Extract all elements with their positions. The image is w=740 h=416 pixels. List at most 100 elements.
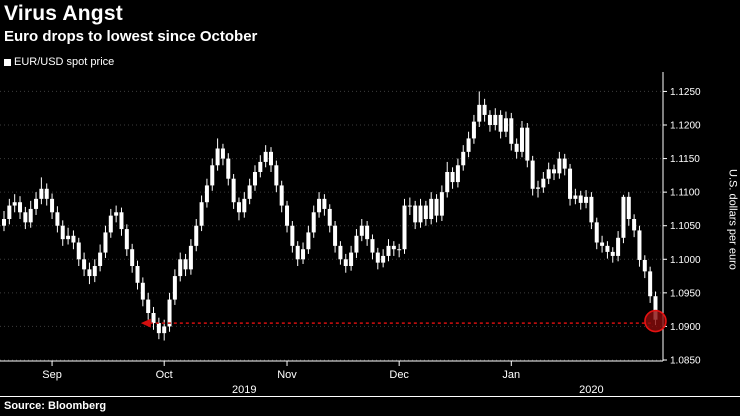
candle-body (530, 160, 535, 189)
chart-subtitle: Euro drops to lowest since October (4, 28, 258, 45)
candle-body (338, 245, 343, 260)
candle-body (183, 259, 188, 270)
candle-body (87, 269, 92, 277)
y-tick-label: 1.1100 (670, 188, 700, 199)
candle-body (423, 205, 428, 219)
candle-body (333, 225, 338, 246)
candle-body (455, 165, 460, 183)
candle-body (76, 242, 81, 260)
candle-body (536, 187, 540, 189)
candle-body (541, 178, 546, 188)
candle-body (605, 245, 610, 252)
candle-body (477, 104, 482, 122)
candlesticks (2, 91, 658, 341)
candle-body (279, 185, 284, 206)
candle-body (301, 249, 306, 260)
candle-body (375, 252, 380, 263)
candle-body (269, 151, 273, 166)
candle-body (98, 252, 103, 266)
candle-body (242, 198, 247, 213)
y-tick-label: 1.0850 (670, 356, 701, 367)
candle-body (386, 245, 391, 256)
legend-swatch-icon (4, 58, 11, 66)
legend: EUR/USD spot price (4, 56, 114, 68)
candle-body (637, 230, 642, 260)
candle-body (12, 202, 17, 206)
footer: Source: Bloomberg (0, 396, 740, 412)
candle-body (7, 205, 12, 219)
candle-body (178, 259, 183, 277)
candle-body (306, 232, 311, 250)
candle-body (2, 219, 6, 226)
candle-body (487, 114, 492, 125)
candle-body (509, 118, 514, 144)
candle-body (370, 239, 375, 253)
candle-body (311, 212, 316, 233)
candle-body (600, 242, 605, 246)
candle-body (413, 205, 418, 223)
candle-body (573, 195, 578, 199)
candle-body (552, 169, 557, 174)
y-tick-label: 1.0900 (670, 322, 701, 333)
candle-body (263, 151, 268, 162)
candle-body (621, 196, 626, 238)
y-tick-label: 1.1200 (670, 121, 701, 132)
candle-body (162, 326, 167, 334)
candle-body (103, 232, 108, 253)
candle-body (124, 229, 129, 250)
candle-body (167, 299, 172, 327)
candle-body (199, 202, 204, 226)
x-tick-label: Dec (389, 369, 409, 381)
candle-body (568, 168, 573, 199)
candle-body (108, 215, 113, 233)
candle-body (44, 188, 49, 199)
candle-body (578, 195, 583, 203)
candle-body (359, 225, 364, 236)
candle-body (584, 196, 589, 203)
candle-body (28, 208, 33, 223)
candle-body (365, 225, 370, 240)
y-tick-label: 1.1250 (670, 87, 701, 98)
candle-body (274, 165, 279, 186)
candle-body (466, 138, 471, 152)
candle-body (610, 251, 615, 256)
candle-body (220, 148, 225, 159)
candle-body (226, 158, 231, 179)
candle-body (471, 121, 476, 139)
candle-body (322, 198, 327, 209)
candle-body (343, 259, 348, 266)
candle-body (140, 282, 145, 300)
candle-body (236, 202, 241, 213)
candle-body (60, 225, 65, 240)
candle-body (514, 143, 519, 152)
candle-body (391, 245, 396, 250)
candle-body (397, 249, 402, 251)
x-tick-label: Oct (156, 369, 173, 381)
candle-body (156, 323, 161, 334)
candle-body (39, 188, 44, 199)
candle-body (135, 266, 140, 283)
y-axis-title: U.S. dollars per euro (726, 168, 739, 270)
candle-body (23, 212, 28, 223)
candle-body (188, 245, 193, 270)
candle-body (653, 296, 658, 320)
year-label: 2020 (579, 384, 603, 396)
candle-body (402, 205, 407, 250)
candle-body (450, 172, 455, 183)
candle-body (354, 235, 359, 253)
candle-body (327, 208, 332, 226)
candle-body (82, 259, 87, 270)
candle-body (626, 196, 631, 219)
candle-body (66, 235, 71, 240)
candle-body (194, 225, 199, 246)
candle-body (119, 212, 124, 230)
candle-body (285, 205, 290, 226)
candle-body (557, 158, 562, 174)
candle-body (172, 276, 177, 300)
candle-body (381, 255, 386, 263)
y-tick-label: 1.1050 (670, 221, 701, 232)
candle-body (151, 313, 156, 324)
candle-body (18, 202, 23, 213)
candle-body (252, 172, 257, 186)
